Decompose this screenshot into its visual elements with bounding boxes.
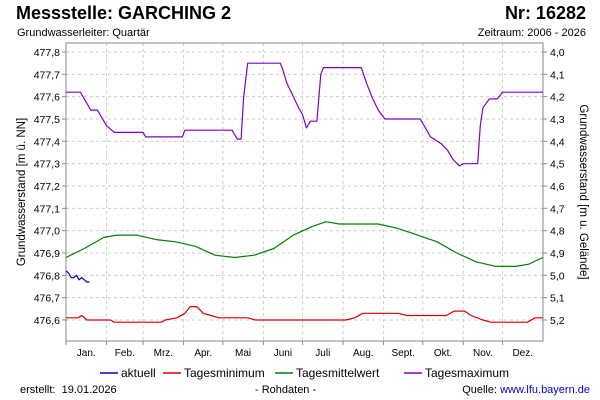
x-tick-label: Mrz.: [154, 348, 173, 359]
y-tick-label-right: 5,1: [550, 293, 565, 305]
series-line-aktuell: [65, 270, 90, 283]
y-tick-label-right: 4,2: [550, 92, 565, 104]
y-tick-label-left: 477,3: [34, 159, 60, 171]
aquifer-label: Grundwasserleiter: Quartär: [17, 27, 150, 39]
source-info: Quelle: www.lfu.bayern.de: [462, 384, 590, 396]
y-tick-label-left: 476,7: [34, 293, 60, 305]
y-tick-label-right: 4,4: [550, 136, 565, 148]
legend-label: Tagesmaximum: [425, 366, 509, 380]
x-tick-label: Apr.: [194, 348, 212, 359]
y-tick-label-right: 4,5: [550, 159, 565, 171]
series-line-tagesmaximum: [66, 62, 543, 167]
series-line-tagesmittelwert: [65, 221, 544, 267]
x-tick-label: Jan.: [77, 348, 96, 359]
legend-label: aktuell: [121, 366, 156, 380]
legend-label: Tagesmittelwert: [296, 366, 380, 380]
y-tick-label-left: 477,4: [34, 136, 60, 148]
y-tick-label-left: 477,5: [34, 114, 60, 126]
y-tick-label-left: 477,1: [34, 203, 60, 215]
x-tick-label: Mai: [235, 348, 251, 359]
y-tick-label-right: 4,3: [550, 114, 565, 126]
station-number: Nr: 16282: [504, 3, 586, 23]
plot-frame: [65, 42, 544, 342]
y-tick-label-right: 5,0: [550, 270, 565, 282]
y-tick-label-left: 477,2: [34, 181, 60, 193]
x-tick-label: Dez.: [512, 348, 533, 359]
y-tick-label-left: 476,8: [34, 270, 60, 282]
x-tick-label: Sept.: [391, 348, 414, 359]
y-tick-label-right: 4,9: [550, 248, 565, 260]
x-tick-label: Juli: [315, 348, 330, 359]
y-axis-label-left: Grundwasserstand [m ü. NN]: [16, 118, 28, 266]
x-tick-label: Feb.: [115, 348, 135, 359]
y-tick-label-right: 4,6: [550, 181, 565, 193]
y-tick-label-right: 4,7: [550, 203, 565, 215]
y-tick-label-left: 477,8: [34, 47, 60, 59]
series-lines: [65, 62, 544, 323]
y-axis-label-right: Grundwasserstand [m u. Gelände]: [577, 104, 589, 279]
x-tick-label: Nov.: [473, 348, 493, 359]
raw-data-label: - Rohdaten -: [255, 384, 317, 396]
created-label: erstellt:: [20, 384, 56, 396]
y-tick-label-right: 4,1: [550, 69, 565, 81]
station-title: Messstelle: GARCHING 2: [16, 3, 232, 23]
y-tick-label-right: 5,2: [550, 315, 565, 327]
source-label: Quelle:: [462, 384, 498, 396]
created-info: erstellt: 19.01.2026: [20, 384, 117, 396]
series-line-tagesminimum: [66, 306, 543, 323]
source-link[interactable]: www.lfu.bayern.de: [500, 384, 590, 396]
x-tick-label: Okt.: [434, 348, 452, 359]
y-tick-label-left: 476,9: [34, 248, 60, 260]
x-tick-label: Aug.: [353, 348, 374, 359]
y-tick-label-left: 477,6: [34, 92, 60, 104]
x-tick-label: Juni: [274, 348, 292, 359]
y-tick-label-left: 477,0: [34, 226, 60, 238]
legend: aktuell Tagesminimum Tagesmittelwert Tagesm…: [100, 366, 509, 380]
axis-ticks: 477,8 4,0 477,7 4,1 477,6 4,2 477,5 4,3 477,4 4,4…: [34, 47, 565, 359]
y-tick-label-left: 477,7: [34, 69, 60, 81]
created-date: 19.01.2026: [61, 384, 117, 396]
y-tick-label-right: 4,0: [550, 47, 565, 59]
grid: [66, 43, 543, 341]
y-tick-label-right: 4,8: [550, 226, 565, 238]
period-label: Zeitraum: 2006 - 2026: [477, 27, 586, 39]
y-tick-label-left: 476,6: [34, 315, 60, 327]
legend-label: Tagesminimum: [184, 366, 265, 380]
